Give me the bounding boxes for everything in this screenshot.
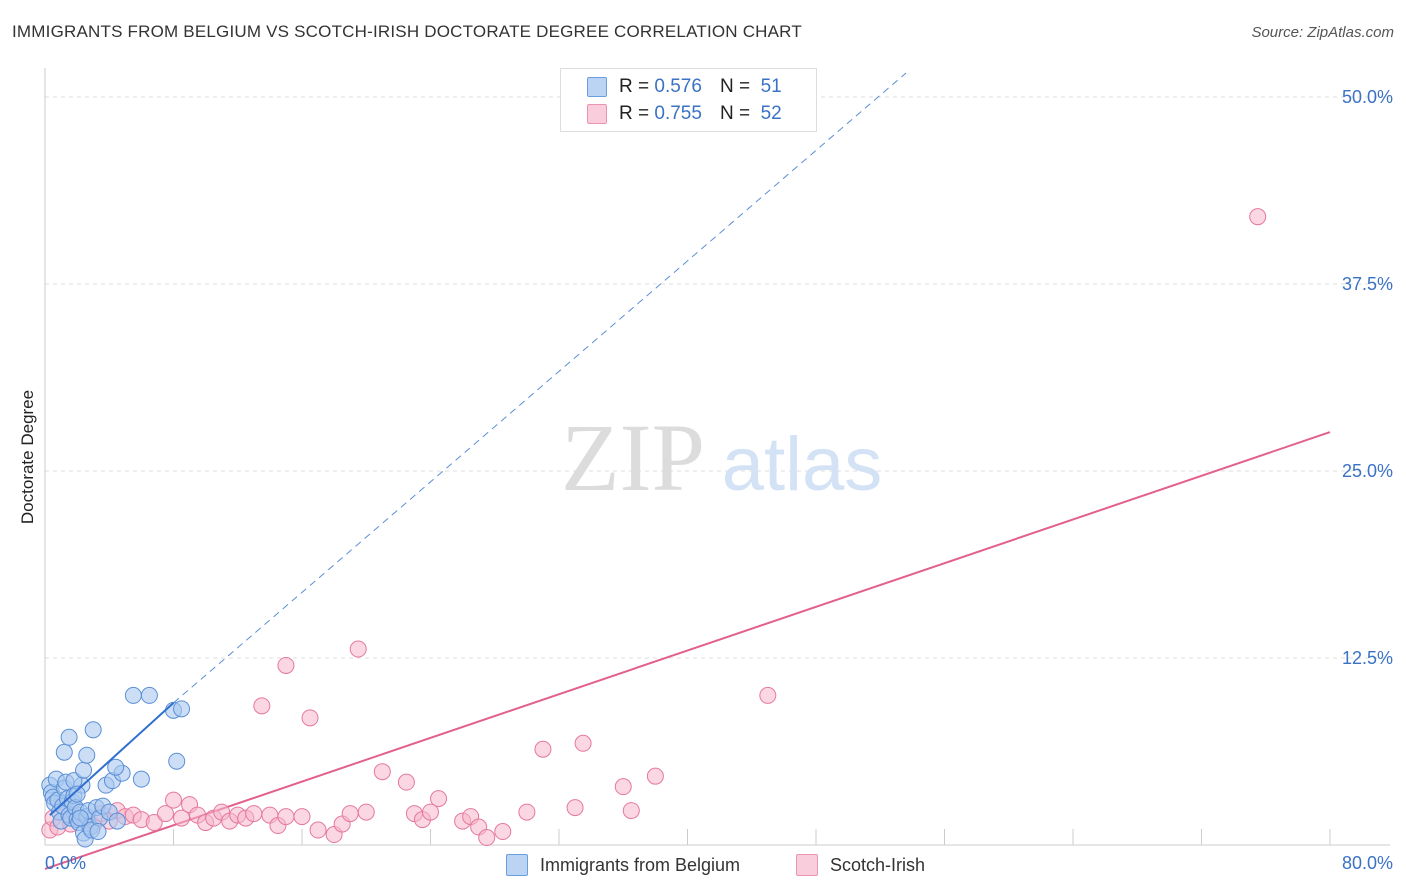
legend-n-value: 52	[760, 103, 782, 124]
scotch-irish-point	[397, 773, 415, 791]
x-tick-label: 80.0%	[1342, 853, 1393, 873]
belgium-trend-extension	[173, 72, 907, 704]
belgium-point	[168, 752, 186, 770]
belgium-point	[140, 686, 158, 704]
correlation-legend: R = 0.576 N = 51 R = 0.755 N = 52	[560, 68, 817, 132]
belgium-point	[124, 686, 142, 704]
scotch-irish-point	[494, 823, 512, 841]
scotch-irish-trend-line	[44, 431, 1331, 870]
scotch-irish-point	[430, 790, 448, 808]
scotch-irish-point	[357, 803, 375, 821]
legend-n-value: 51	[760, 76, 782, 97]
belgium-point	[107, 758, 125, 776]
legend-swatch-blue	[587, 77, 607, 97]
belgium-point	[84, 721, 102, 739]
scotch-irish-point	[156, 805, 174, 823]
axes	[44, 68, 1390, 846]
legend-label: Immigrants from Belgium	[540, 854, 741, 875]
y-tick-label: 12.5%	[1342, 648, 1393, 668]
legend-swatch-pink	[587, 104, 607, 124]
legend-row-scotch-irish: R = 0.755 N = 52	[587, 101, 782, 127]
belgium-points	[41, 686, 191, 848]
scotch-irish-point	[349, 640, 367, 658]
legend-r-value: 0.755	[654, 103, 702, 124]
belgium-point	[75, 761, 93, 779]
scotch-irish-point	[422, 803, 439, 821]
scotch-irish-point	[165, 791, 182, 809]
y-tick-label: 50.0%	[1342, 87, 1393, 107]
source-label: Source: ZipAtlas.com	[1251, 24, 1394, 41]
grid	[45, 96, 1390, 659]
watermark-zip: ZIP	[561, 404, 705, 511]
scotch-irish-point	[293, 808, 311, 826]
trend-lines	[44, 72, 1331, 870]
scotch-irish-point	[145, 814, 163, 832]
scotch-irish-point	[1249, 208, 1267, 226]
scotch-irish-point	[646, 767, 664, 785]
scotch-irish-point	[173, 809, 191, 827]
legend-swatch-pink	[796, 854, 818, 876]
belgium-point	[89, 823, 107, 841]
belgium-point	[55, 743, 73, 761]
scotch-irish-point	[301, 709, 319, 727]
scotch-irish-points	[41, 208, 1267, 847]
scotch-irish-point	[566, 799, 584, 817]
legend-n-label: N =	[719, 103, 751, 124]
y-tick-label: 25.0%	[1342, 461, 1393, 481]
scotch-irish-point	[478, 829, 496, 847]
scotch-irish-point	[253, 697, 271, 715]
watermark: ZIP atlas	[561, 404, 882, 511]
belgium-point	[108, 812, 126, 830]
belgium-trend-line	[49, 702, 175, 816]
scotch-irish-point	[277, 808, 295, 826]
scotch-irish-point	[373, 763, 391, 781]
belgium-point	[60, 728, 78, 746]
scotch-irish-point	[614, 778, 632, 796]
belgium-point	[132, 770, 150, 788]
belgium-point	[71, 809, 89, 827]
legend-r-label: R =	[619, 103, 650, 124]
legend-row-belgium: R = 0.576 N = 51	[587, 74, 782, 100]
watermark-atlas: atlas	[722, 422, 883, 507]
legend-label: Scotch-Irish	[830, 854, 926, 875]
scotch-irish-point	[341, 805, 359, 823]
scotch-irish-point	[309, 821, 327, 839]
legend-r-value: 0.576	[654, 76, 702, 97]
belgium-point	[173, 700, 191, 718]
scotch-irish-point	[574, 734, 592, 752]
legend-n-label: N =	[719, 76, 751, 97]
scotch-irish-point	[245, 805, 263, 823]
scotch-irish-point	[759, 686, 777, 704]
scotch-irish-point	[518, 803, 536, 821]
belgium-point	[78, 746, 96, 764]
scotch-irish-point	[277, 656, 295, 674]
tick-labels: 12.5% 25.0% 37.5% 50.0% 0.0% 80.0%	[45, 87, 1393, 873]
legend-swatch-blue	[506, 854, 528, 876]
legend-r-label: R =	[619, 76, 650, 97]
legend-item-scotch-irish: Scotch-Irish	[796, 852, 925, 878]
belgium-point	[68, 785, 86, 803]
scotch-irish-point	[534, 740, 552, 758]
scotch-irish-point	[622, 802, 640, 820]
x-tick-label: 0.0%	[45, 853, 86, 873]
y-tick-label: 37.5%	[1342, 274, 1393, 294]
chart-title: IMMIGRANTS FROM BELGIUM VS SCOTCH-IRISH …	[12, 22, 802, 41]
legend-item-belgium: Immigrants from Belgium	[506, 852, 740, 878]
